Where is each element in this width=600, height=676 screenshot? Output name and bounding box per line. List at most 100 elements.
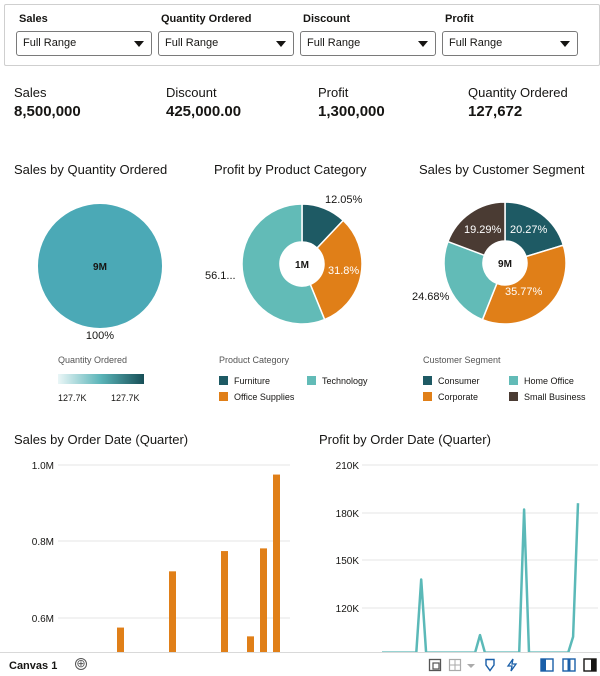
y-tick-label: 210K	[336, 461, 360, 472]
legend-item-consumer[interactable]: Consumer	[423, 376, 480, 386]
color-gradient-scale	[58, 374, 144, 384]
kpi-value: 127,672	[468, 103, 523, 120]
slice-label: 24.68%	[412, 291, 450, 303]
slice-label: 31.8%	[328, 265, 359, 277]
y-tick-label: 150K	[336, 556, 360, 567]
slice-label: 12.05%	[325, 194, 363, 206]
slice-label: 35.77%	[505, 286, 543, 298]
kpi-value: 1,300,000	[318, 103, 385, 120]
kpi-discount[interactable]: Discount 425,000.00	[166, 85, 241, 120]
y-tick-label: 180K	[336, 509, 360, 520]
filter-label: Profit	[445, 13, 474, 25]
legend-title-segment: Customer Segment	[423, 355, 501, 365]
filter-label: Discount	[303, 13, 351, 25]
legend-label: Small Business	[524, 392, 586, 402]
right-panel-icon[interactable]	[583, 658, 597, 672]
legend-label: Technology	[322, 376, 368, 386]
gradient-max-label: 127.7K	[111, 393, 140, 403]
y-tick-label: 120K	[336, 604, 360, 615]
chart-title-sales-by-segment: Sales by Customer Segment	[419, 162, 585, 177]
slice-label: 100%	[86, 330, 114, 342]
canvas-tab-bar: Canvas 1 ⊕	[0, 652, 600, 676]
chart-title-sales-by-quarter: Sales by Order Date (Quarter)	[14, 432, 189, 447]
pin-icon[interactable]	[483, 658, 497, 672]
kpi-label: Profit	[318, 85, 349, 100]
legend-item-corporate[interactable]: Corporate	[423, 392, 478, 402]
line-chart-profit-by-quarter[interactable]: 210K 180K 150K 120K	[300, 452, 600, 654]
add-canvas-icon[interactable]: ⊕	[75, 658, 87, 670]
bar	[260, 548, 267, 652]
center-panel-icon[interactable]	[562, 658, 576, 672]
filter-bar: Sales Full Range Quantity Ordered Full R…	[4, 4, 600, 66]
gradient-min-label: 127.7K	[58, 393, 87, 403]
chart-title-profit-by-quarter: Profit by Order Date (Quarter)	[319, 432, 491, 447]
slice-label: 19.29%	[464, 224, 502, 236]
profit-range-select[interactable]: Full Range	[442, 31, 578, 56]
legend-swatch	[423, 392, 432, 401]
donut-center-label: 9M	[498, 259, 512, 270]
donut-slice	[241, 203, 326, 325]
kpi-sales[interactable]: Sales 8,500,000	[14, 85, 81, 120]
layout-grid-icon[interactable]	[448, 658, 462, 672]
discount-range-select[interactable]: Full Range	[300, 31, 436, 56]
bar	[221, 551, 228, 652]
filter-sales: Sales Full Range	[16, 13, 152, 56]
bar-chart-sales-by-quarter[interactable]: 1.0M 0.8M 0.6M	[0, 452, 300, 652]
chevron-down-icon	[418, 41, 428, 47]
donut-slice	[309, 219, 363, 321]
legend-item-small-business[interactable]: Small Business	[509, 392, 586, 402]
kpi-profit[interactable]: Profit 1,300,000	[318, 85, 385, 120]
quantity-range-select[interactable]: Full Range	[158, 31, 294, 56]
donut-slice	[481, 244, 567, 325]
legend-label: Furniture	[234, 376, 271, 386]
slice-label: 20.27%	[510, 224, 548, 236]
legend-item-furniture[interactable]: Furniture	[219, 376, 270, 386]
chevron-down-icon	[560, 41, 570, 47]
filter-label: Quantity Ordered	[161, 13, 252, 25]
donut-chart-sales-by-quantity[interactable]: 100% 9M	[0, 180, 200, 350]
kpi-quantity-ordered[interactable]: Quantity Ordered 127,672	[468, 85, 568, 120]
bar	[117, 627, 124, 652]
select-value: Full Range	[449, 37, 503, 49]
legend-item-office-supplies[interactable]: Office Supplies	[219, 392, 294, 402]
filter-label: Sales	[19, 13, 48, 25]
kpi-label: Sales	[14, 85, 47, 100]
series-line	[382, 503, 580, 654]
donut-center-label: 1M	[295, 260, 309, 271]
chevron-down-icon	[276, 41, 286, 47]
donut-chart-profit-by-category[interactable]: 12.05% 31.8% 56.1... 1M	[200, 180, 400, 350]
donut-slice	[446, 201, 506, 257]
legend-swatch	[423, 376, 432, 385]
sales-range-select[interactable]: Full Range	[16, 31, 152, 56]
filter-toggle-icon[interactable]	[428, 658, 442, 672]
kpi-label: Quantity Ordered	[468, 85, 568, 100]
legend-swatch	[219, 376, 228, 385]
filter-discount: Discount Full Range	[300, 13, 436, 56]
legend-item-technology[interactable]: Technology	[307, 376, 368, 386]
y-tick-label: 0.6M	[32, 614, 54, 625]
donut-chart-sales-by-segment[interactable]: 20.27% 35.77% 24.68% 19.29% 9M	[400, 180, 600, 350]
legend-label: Office Supplies	[234, 392, 295, 402]
filter-profit: Profit Full Range	[442, 13, 578, 56]
chevron-down-icon	[134, 41, 144, 47]
y-tick-label: 1.0M	[32, 461, 54, 472]
filter-quantity-ordered: Quantity Ordered Full Range	[158, 13, 294, 56]
legend-label: Corporate	[438, 392, 479, 402]
legend-title-quantity: Quantity Ordered	[58, 355, 128, 365]
chevron-down-icon[interactable]	[464, 658, 478, 672]
y-tick-label: 0.8M	[32, 537, 54, 548]
left-panel-icon[interactable]	[540, 658, 554, 672]
canvas-tab[interactable]: Canvas 1	[9, 660, 58, 672]
legend-label: Home Office	[524, 376, 574, 386]
bar	[169, 571, 176, 652]
select-value: Full Range	[307, 37, 361, 49]
legend-swatch	[307, 376, 316, 385]
lightning-icon[interactable]	[505, 658, 519, 672]
bar	[247, 636, 254, 652]
legend-swatch	[509, 392, 518, 401]
kpi-value: 8,500,000	[14, 103, 81, 120]
legend-item-home-office[interactable]: Home Office	[509, 376, 574, 386]
bar	[273, 474, 280, 652]
chart-title-sales-by-quantity: Sales by Quantity Ordered	[14, 162, 168, 177]
select-value: Full Range	[23, 37, 77, 49]
